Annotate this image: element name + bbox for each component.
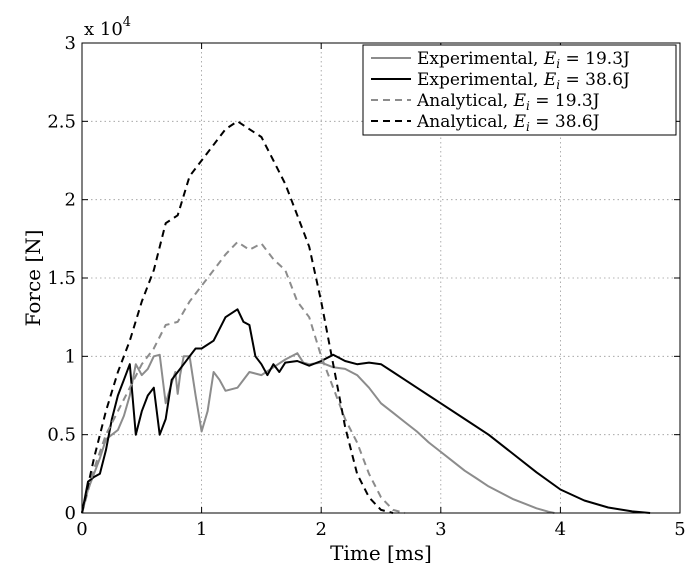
x-tick-label: 4 <box>555 519 566 540</box>
x-tick-label: 5 <box>674 519 685 540</box>
series-line-1 <box>81 352 555 514</box>
legend-label: Experimental, Ei = 19.3J <box>417 49 630 71</box>
y-tick-label: 2 <box>65 190 76 211</box>
y-multiplier: x 104 <box>84 15 131 40</box>
y-axis-label: Force [N] <box>21 230 45 327</box>
x-tick-label: 0 <box>76 519 87 540</box>
series-line-3 <box>81 241 406 514</box>
x-tick-label: 2 <box>315 519 326 540</box>
y-tick-label: 1.5 <box>47 268 76 289</box>
y-tick-label: 2.5 <box>47 111 76 132</box>
x-tick-label: 1 <box>196 519 207 540</box>
series-line-2 <box>81 308 651 514</box>
y-tick-label: 0 <box>65 503 76 524</box>
series-line-4 <box>81 120 394 514</box>
legend-label: Analytical, Ei = 19.3J <box>416 91 600 113</box>
y-tick-label: 0.5 <box>47 425 76 446</box>
x-tick-label: 3 <box>435 519 446 540</box>
legend-box <box>362 44 677 136</box>
y-tick-label: 3 <box>65 33 76 54</box>
series-lines <box>81 120 651 514</box>
legend-label: Experimental, Ei = 38.6J <box>417 70 630 92</box>
y-multiplier-exponent: 4 <box>123 15 131 30</box>
grid-lines <box>82 43 680 513</box>
y-tick-label: 1 <box>65 346 76 367</box>
x-axis-label: Time [ms] <box>330 541 432 565</box>
legend-label: Analytical, Ei = 38.6J <box>416 112 600 134</box>
